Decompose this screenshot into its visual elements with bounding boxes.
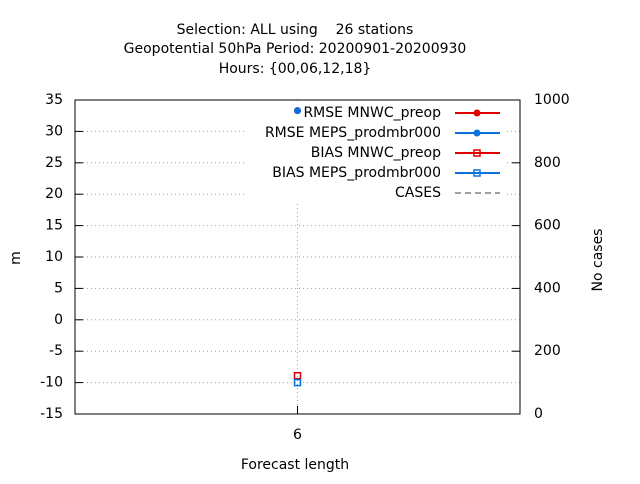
y2-tick-label: 800 bbox=[534, 155, 561, 171]
legend-marker bbox=[473, 149, 481, 157]
y-tick-label: 15 bbox=[45, 218, 63, 234]
data-point bbox=[293, 378, 302, 387]
y2-tick-label: 200 bbox=[534, 343, 561, 359]
y-tick-label: 10 bbox=[45, 249, 63, 265]
y-tick-label: 20 bbox=[45, 186, 63, 202]
y-tick-label: 30 bbox=[45, 123, 63, 139]
y-tick-label: 0 bbox=[54, 312, 63, 328]
y-tick-label: 5 bbox=[54, 280, 63, 296]
x-tick-label: 6 bbox=[293, 427, 302, 443]
y-tick-label: -5 bbox=[49, 343, 63, 359]
y2-tick-label: 0 bbox=[534, 406, 543, 422]
legend-marker bbox=[473, 129, 481, 137]
legend-label: RMSE MEPS_prodmbr000 bbox=[265, 125, 441, 141]
legend-marker bbox=[473, 109, 481, 117]
y-tick-label: 25 bbox=[45, 155, 63, 171]
y2-axis-label: No cases bbox=[590, 229, 606, 292]
y2-tick-label: 600 bbox=[534, 218, 561, 234]
legend-label: RMSE MNWC_preop bbox=[303, 105, 441, 121]
x-axis-label: Forecast length bbox=[241, 457, 349, 473]
y-tick-label: -10 bbox=[40, 375, 63, 391]
y-tick-label: 35 bbox=[45, 92, 63, 108]
y2-tick-label: 1000 bbox=[534, 92, 570, 108]
chart-title: Selection: ALL using 26 stations bbox=[177, 22, 414, 38]
y-axis-label: m bbox=[8, 251, 24, 265]
legend-label: BIAS MEPS_prodmbr000 bbox=[272, 165, 441, 181]
legend-marker bbox=[473, 169, 481, 177]
plot-frame bbox=[74, 99, 521, 415]
legend-label: BIAS MNWC_preop bbox=[311, 145, 441, 161]
y-tick-label: -15 bbox=[40, 406, 63, 422]
y2-tick-label: 400 bbox=[534, 280, 561, 296]
data-point bbox=[293, 371, 302, 380]
legend-label: CASES bbox=[395, 185, 441, 201]
chart-subtitle: Geopotential 50hPa Period: 20200901-2020… bbox=[124, 41, 467, 57]
data-point bbox=[294, 107, 301, 115]
chart-subtitle: Hours: {00,06,12,18} bbox=[219, 61, 372, 77]
